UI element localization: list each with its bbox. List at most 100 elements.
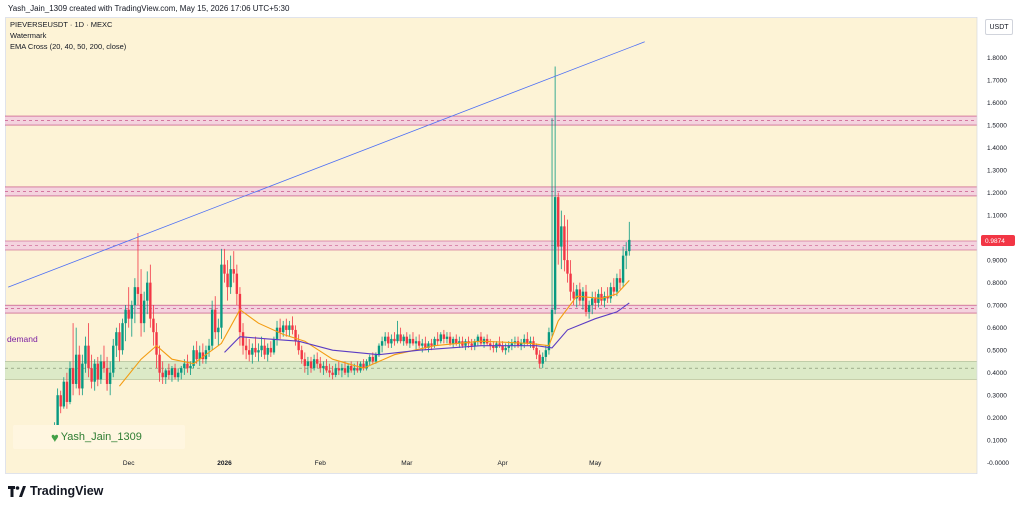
candle-2026-02-06[interactable] [334,363,337,378]
candle-2025-11-23[interactable] [102,345,106,373]
candle-2026-03-04[interactable] [414,336,418,351]
candle-2026-05-11[interactable] [624,242,628,270]
candle-2025-12-27[interactable] [207,338,211,357]
candle-2025-12-21[interactable] [189,361,192,375]
price-chart[interactable]: 1.8000 1.7000 1.6000 1.5000 1.4000 1.3000 1.20… [5,17,1017,474]
candle-2025-11-29[interactable] [121,318,124,355]
candle-2026-02-28[interactable] [402,334,405,346]
candle-2025-12-20[interactable] [186,354,189,373]
indicator-legend[interactable]: EMA Cross (20, 40, 50, 200, close) [10,42,127,51]
candle-2026-02-08[interactable] [340,363,344,378]
candle-2025-11-21[interactable] [96,356,99,387]
candle-2026-04-26[interactable] [578,282,582,306]
candle-2026-01-03[interactable] [229,255,232,294]
candle-2026-03-09[interactable] [430,338,433,351]
candle-2026-03-28[interactable] [489,338,492,351]
candle-2026-04-28[interactable] [584,284,588,317]
candle-2026-03-22[interactable] [470,338,473,351]
candle-2025-11-28[interactable] [118,323,121,362]
candle-2026-04-20[interactable] [560,210,563,270]
candle-2026-01-31[interactable] [315,352,319,369]
candle-2026-01-29[interactable] [309,356,313,373]
candle-2025-12-25[interactable] [201,343,205,364]
candle-2026-04-30[interactable] [591,291,594,315]
candle-2025-11-11[interactable] [65,372,69,409]
candle-2026-05-08[interactable] [615,273,619,297]
candle-2026-02-10[interactable] [346,363,350,378]
candle-2025-12-07[interactable] [146,271,149,315]
candle-2025-12-18[interactable] [180,365,183,380]
candle-2026-05-03[interactable] [600,287,603,306]
candle-2026-03-12[interactable] [439,332,442,344]
candle-2026-01-09[interactable] [248,338,251,362]
candle-2025-11-08[interactable] [56,388,59,429]
candle-2025-12-30[interactable] [217,318,220,346]
candle-2026-03-03[interactable] [411,332,415,346]
candle-2026-01-10[interactable] [251,343,254,364]
candle-2026-02-01[interactable] [319,356,322,373]
candle-2026-04-18[interactable] [553,66,557,315]
candle-2026-01-30[interactable] [312,354,316,371]
candle-2026-01-08[interactable] [244,336,248,360]
candle-2025-12-16[interactable] [173,363,177,380]
candle-2026-03-25[interactable] [479,332,483,346]
candle-2026-02-13[interactable] [356,361,359,373]
candle-2026-04-07[interactable] [519,338,523,351]
candle-2026-01-28[interactable] [306,356,310,375]
candle-2025-12-17[interactable] [176,368,180,382]
candle-2025-11-13[interactable] [71,323,75,396]
candle-2026-03-02[interactable] [408,334,412,348]
candle-2026-04-27[interactable] [581,287,585,310]
candle-2026-04-29[interactable] [587,300,591,319]
candle-2025-11-20[interactable] [93,359,96,391]
candle-2026-02-11[interactable] [349,361,353,373]
candle-2026-03-18[interactable] [458,336,461,348]
candle-2026-03-30[interactable] [495,341,498,353]
candle-2025-12-11[interactable] [158,345,161,382]
candle-2026-02-02[interactable] [322,361,325,375]
candle-2026-04-14[interactable] [541,352,544,369]
trendline[interactable] [8,41,645,288]
symbol-legend[interactable]: PIEVERSEUSDT · 1D · MEXC [10,20,113,29]
candle-2026-02-07[interactable] [337,361,341,375]
candle-2025-11-17[interactable] [84,336,87,373]
candle-2025-12-04[interactable] [136,233,140,306]
candle-2026-03-11[interactable] [436,332,439,346]
demand-rect[interactable] [5,361,977,380]
candle-2026-01-26[interactable] [300,345,303,364]
candle-2026-01-11[interactable] [254,336,257,357]
candle-2025-11-24[interactable] [105,356,109,391]
candle-2025-12-31[interactable] [220,248,223,339]
candle-2025-12-05[interactable] [139,269,143,337]
candle-2026-04-15[interactable] [544,345,548,362]
candle-2026-01-02[interactable] [226,260,229,301]
candle-2025-12-29[interactable] [214,296,217,339]
candle-2026-05-06[interactable] [609,282,612,303]
candle-2026-02-27[interactable] [399,327,402,344]
candle-2026-02-21[interactable] [380,336,384,353]
candle-2026-03-15[interactable] [448,332,452,346]
candle-2025-11-12[interactable] [68,361,72,405]
candle-2025-12-15[interactable] [170,365,174,382]
candle-2026-05-12[interactable] [628,221,631,256]
candle-2026-01-19[interactable] [278,318,282,339]
candle-2026-04-23[interactable] [569,260,572,301]
candle-2025-12-02[interactable] [130,300,133,337]
candle-2026-01-21[interactable] [285,318,288,337]
candle-2026-02-26[interactable] [396,320,399,344]
candle-2026-03-19[interactable] [461,336,464,348]
candle-2026-02-05[interactable] [331,365,334,380]
candle-2026-04-21[interactable] [563,215,566,272]
candle-2026-04-17[interactable] [550,118,554,337]
candle-2026-02-23[interactable] [387,332,390,348]
candle-2025-11-25[interactable] [108,361,112,396]
candle-2026-05-09[interactable] [618,269,622,290]
candle-2026-02-04[interactable] [328,363,331,378]
candle-2026-01-06[interactable] [238,287,242,346]
candle-2026-03-23[interactable] [473,338,476,351]
candle-2026-01-01[interactable] [223,248,226,283]
candle-2025-12-08[interactable] [149,264,152,328]
watermark-legend[interactable]: Watermark [10,31,47,40]
candle-2026-01-12[interactable] [257,343,260,362]
candle-2025-12-22[interactable] [192,345,195,369]
